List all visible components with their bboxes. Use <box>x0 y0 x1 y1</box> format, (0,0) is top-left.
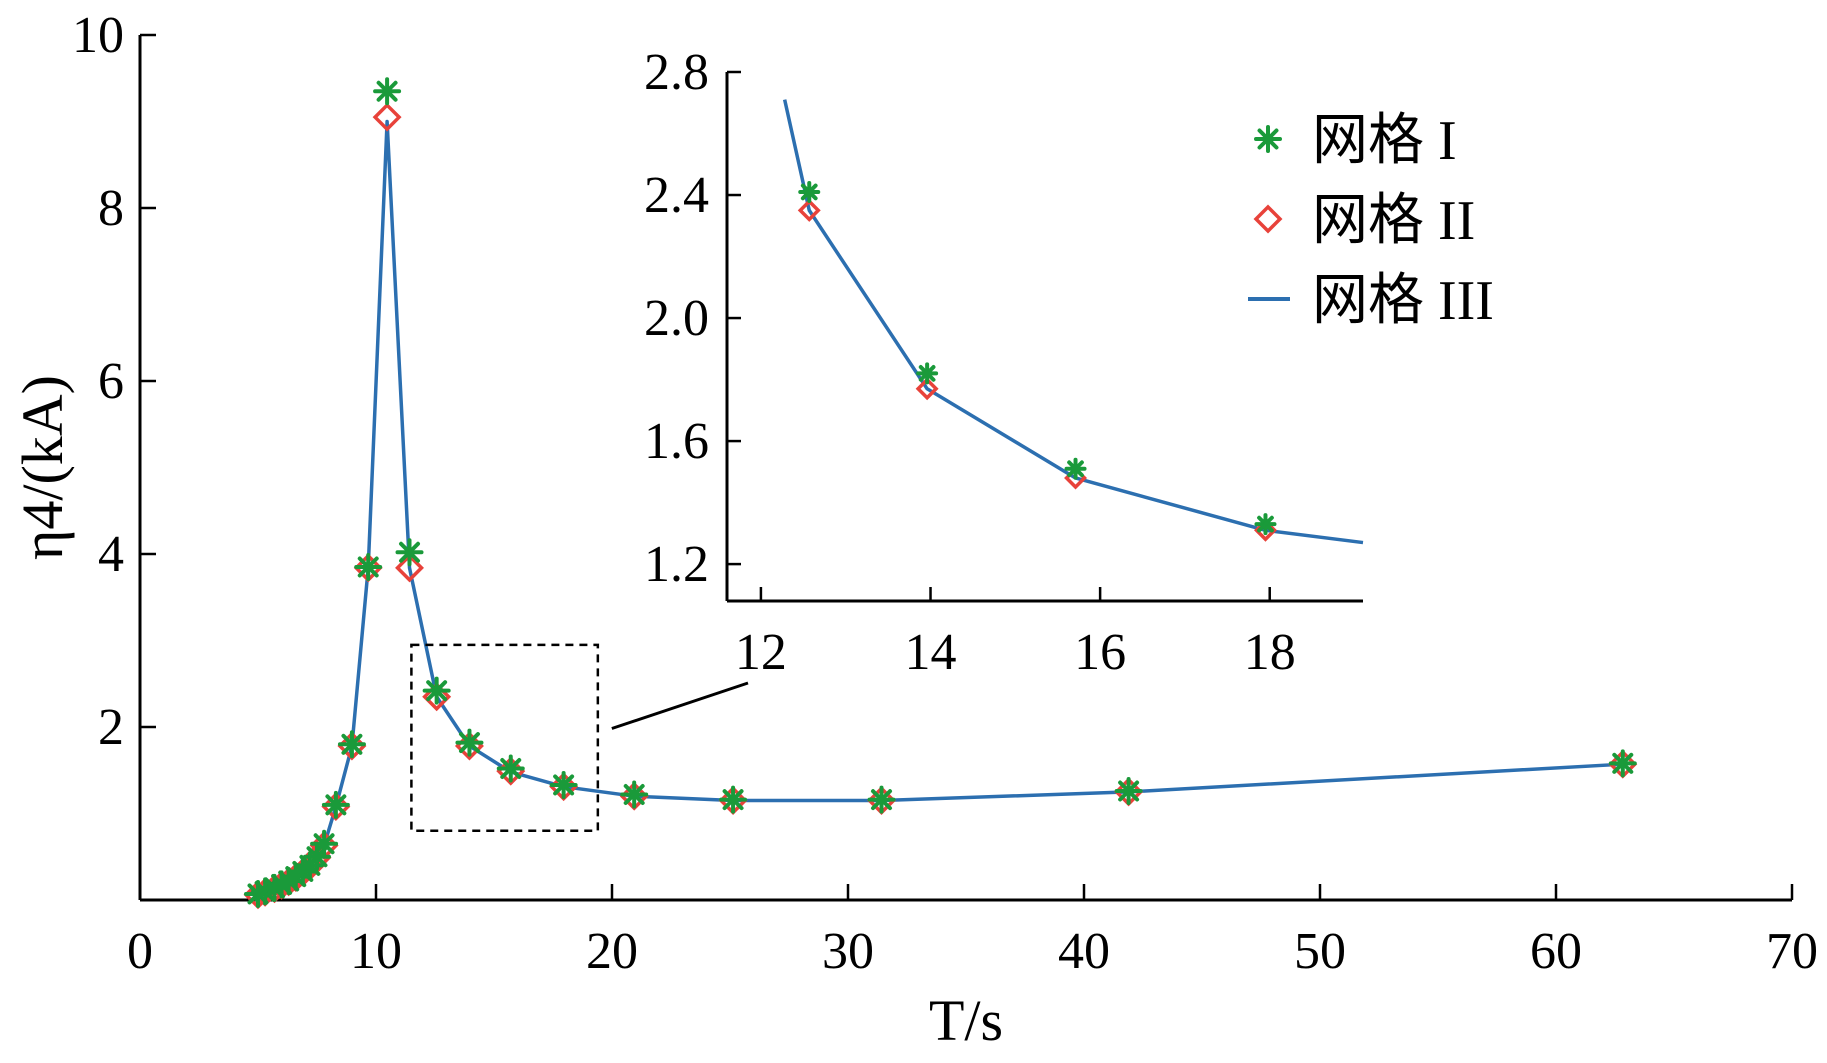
inset-x-tick-label: 18 <box>1244 624 1296 681</box>
main-point-diamond <box>372 102 402 132</box>
inset-point-asterisk <box>1254 513 1277 536</box>
main-x-tick-label: 50 <box>1294 923 1346 980</box>
y-axis-title: η4/(kA) <box>10 375 75 560</box>
inset-y-tick-label: 2.4 <box>644 167 709 224</box>
inset-data <box>782 99 1364 545</box>
inset-y-tick-label: 1.2 <box>644 536 709 593</box>
main-point-diamond <box>422 682 452 712</box>
main-point-asterisk <box>549 770 578 799</box>
inset-point-diamond <box>797 198 821 222</box>
main-point-asterisk <box>422 676 451 705</box>
legend-asterisk-swatch <box>1254 125 1282 153</box>
inset-point-asterisk <box>1064 457 1087 480</box>
main-x-tick-label: 30 <box>822 923 874 980</box>
inset-x-tick-label: 16 <box>1074 624 1126 681</box>
legend-label: 网格 II <box>1312 190 1475 252</box>
main-point-asterisk <box>354 552 383 581</box>
main-data <box>243 77 1638 910</box>
inset-point-diamond <box>915 377 939 401</box>
main-point-asterisk <box>337 730 366 759</box>
main-y-tick-label: 8 <box>98 180 124 237</box>
inset-x-tick-label: 12 <box>735 624 787 681</box>
legend-diamond-swatch <box>1253 204 1283 234</box>
main-point-asterisk <box>310 829 339 858</box>
main-point-asterisk <box>719 785 748 814</box>
main-x-tick-label: 70 <box>1766 923 1818 980</box>
inset-y-tick-label: 2.8 <box>644 44 709 101</box>
inset-y-tick-label: 1.6 <box>644 413 709 470</box>
main-point-asterisk <box>620 780 649 809</box>
inset-x-tick-label: 14 <box>905 624 957 681</box>
x-axis-title: T/s <box>929 988 1003 1053</box>
main-point-asterisk <box>373 77 402 106</box>
legend-label: 网格 III <box>1312 270 1494 332</box>
main-point-asterisk <box>496 754 525 783</box>
main-x-tick-label: 40 <box>1058 923 1110 980</box>
main-y-tick-label: 2 <box>98 699 124 756</box>
main-y-tick-label: 10 <box>72 7 124 64</box>
inset-point-asterisk <box>916 362 939 385</box>
legend-item: 网格 II <box>1253 190 1475 252</box>
main-point-asterisk <box>1114 777 1143 806</box>
main-point-asterisk <box>455 728 484 757</box>
main-point-asterisk <box>867 785 896 814</box>
legend: 网格 I 网格 II 网格 III <box>1248 110 1494 332</box>
inset-y-tick-label: 2.0 <box>644 290 709 347</box>
main-x-tick-label: 60 <box>1530 923 1582 980</box>
zoom-connector <box>611 681 749 730</box>
legend-label: 网格 I <box>1312 110 1457 172</box>
main-point-diamond <box>395 553 424 583</box>
main-y-tick-label: 6 <box>98 353 124 410</box>
inset-plot: 12 14 16 18 1.2 1.6 2.0 2.4 2.8 <box>644 44 1364 681</box>
inset-point-asterisk <box>798 180 821 203</box>
legend-item: 网格 III <box>1248 270 1494 332</box>
main-x-tick-label: 20 <box>586 923 638 980</box>
main-x-tick-label: 0 <box>127 923 153 980</box>
inset-point-diamond <box>1254 518 1277 542</box>
main-x-tick-label: 10 <box>350 923 402 980</box>
main-plot: 0 10 20 30 40 50 60 70 2 4 6 8 10 T/s η4/(kA) <box>10 7 1818 1053</box>
main-y-tick-label: 4 <box>98 526 124 583</box>
main-point-asterisk <box>395 538 424 567</box>
main-point-asterisk <box>321 790 350 819</box>
main-point-asterisk <box>1608 749 1637 778</box>
legend-item: 网格 I <box>1254 110 1457 172</box>
zoom-box <box>410 643 600 833</box>
